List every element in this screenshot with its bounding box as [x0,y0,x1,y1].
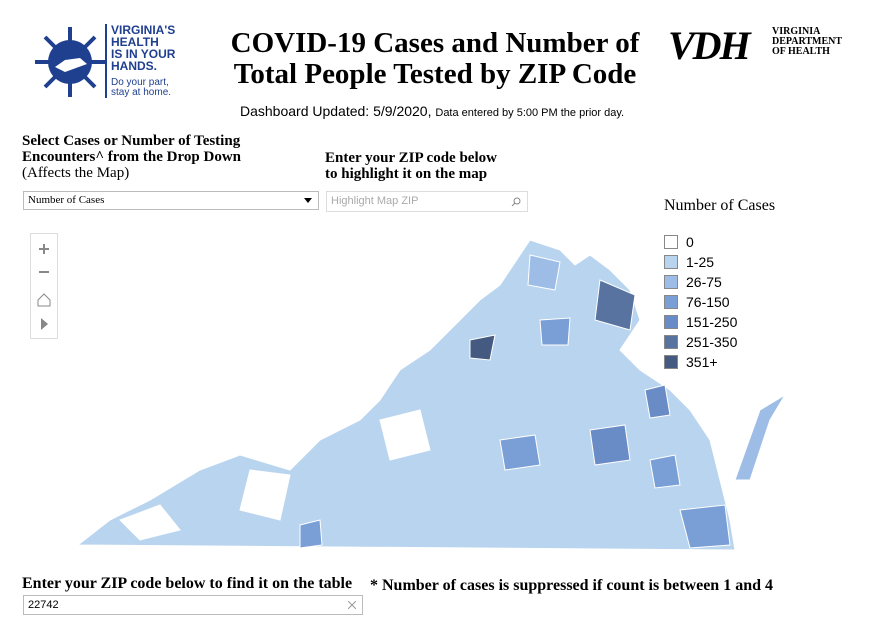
logo-line: VIRGINIA'S [111,23,176,37]
logo-line: IS IN YOUR [111,47,176,61]
updated-date: Dashboard Updated: 5/9/2020, [240,103,432,119]
dropdown-value: Number of Cases [28,194,105,206]
label-line: Select Cases or Number of Testing [22,133,241,149]
legend-swatch [664,355,678,369]
legend-item: 251-350 [664,332,737,352]
vdh-line: VIRGINIA [772,26,821,37]
zip-placeholder: Highlight Map ZIP [331,195,419,207]
legend-label: 1-25 [686,254,715,270]
label-sub: (Affects the Map) [22,165,130,181]
legend-item: 1-25 [664,252,737,272]
label-line: Enter your ZIP code below [325,150,497,166]
dropdown-arrow [304,198,312,203]
dropdown[interactable]: Number of Cases [23,191,319,210]
legend-item: 0 [664,232,737,252]
zip-search[interactable]: Highlight Map ZIP [326,191,528,212]
clear-icon[interactable] [348,601,356,609]
legend-item: 151-250 [664,312,737,332]
legend-item: 26-75 [664,272,737,292]
search-icon [511,197,521,207]
logo-tagline: Do your part, [111,77,169,88]
logo-tagline: stay at home. [111,87,172,98]
table-zip-input[interactable]: 22742 [23,595,363,615]
legend-label: 151-250 [686,314,738,330]
legend-label: 76-150 [686,294,730,310]
title-line: Total People Tested by ZIP Code [233,58,637,90]
legend-label: 26-75 [686,274,722,290]
legend-label: 351+ [686,354,718,370]
table-zip-value: 22742 [28,599,59,611]
legend-swatch [664,315,678,329]
label-line: Encounters^ from the Drop Down [22,149,241,165]
legend-swatch [664,295,678,309]
zip-label: Enter your ZIP code below to highlight i… [325,150,497,182]
vdh-logo: VDH [668,23,751,68]
title: COVID-19 Cases and Number of Total Peopl… [200,28,670,90]
legend-item: 76-150 [664,292,737,312]
suppression-note: * Number of cases is suppressed if count… [370,577,773,594]
legend-swatch [664,235,678,249]
state-shape [76,239,736,551]
logo-line: HEALTH [111,35,159,49]
updated-note: Data entered by 5:00 PM the prior day. [435,107,625,119]
map-control-icons[interactable] [31,234,57,338]
label-line: to highlight it on the map [325,166,488,182]
map-controls [30,233,58,339]
logo-text: VIRGINIA'S HEALTH IS IN YOUR HANDS. Do y… [105,24,175,98]
legend-swatch [664,335,678,349]
vdh-line: DEPARTMENT [772,36,843,47]
eastern-shore [734,394,786,481]
map [76,239,786,551]
legend-item: 351+ [664,352,737,372]
legend-title: Number of Cases [664,197,776,214]
vdh-line: OF HEALTH [772,46,830,57]
logo-icon [35,27,105,97]
title-line: COVID-19 Cases and Number of [230,27,640,59]
table-zip-label: Enter your ZIP code below to find it on … [22,575,353,592]
dropdown-label: Select Cases or Number of Testing Encoun… [22,133,241,182]
legend-swatch [664,275,678,289]
legend: 0 1-25 26-75 76-150 151-250 251-350 351+ [664,232,737,372]
logo-line: HANDS. [111,59,158,73]
updated: Dashboard Updated: 5/9/2020, Data entere… [240,103,624,119]
legend-label: 251-350 [686,334,738,350]
legend-swatch [664,255,678,269]
vdh-name: VIRGINIA DEPARTMENT OF HEALTH [772,27,842,57]
legend-label: 0 [686,234,694,250]
